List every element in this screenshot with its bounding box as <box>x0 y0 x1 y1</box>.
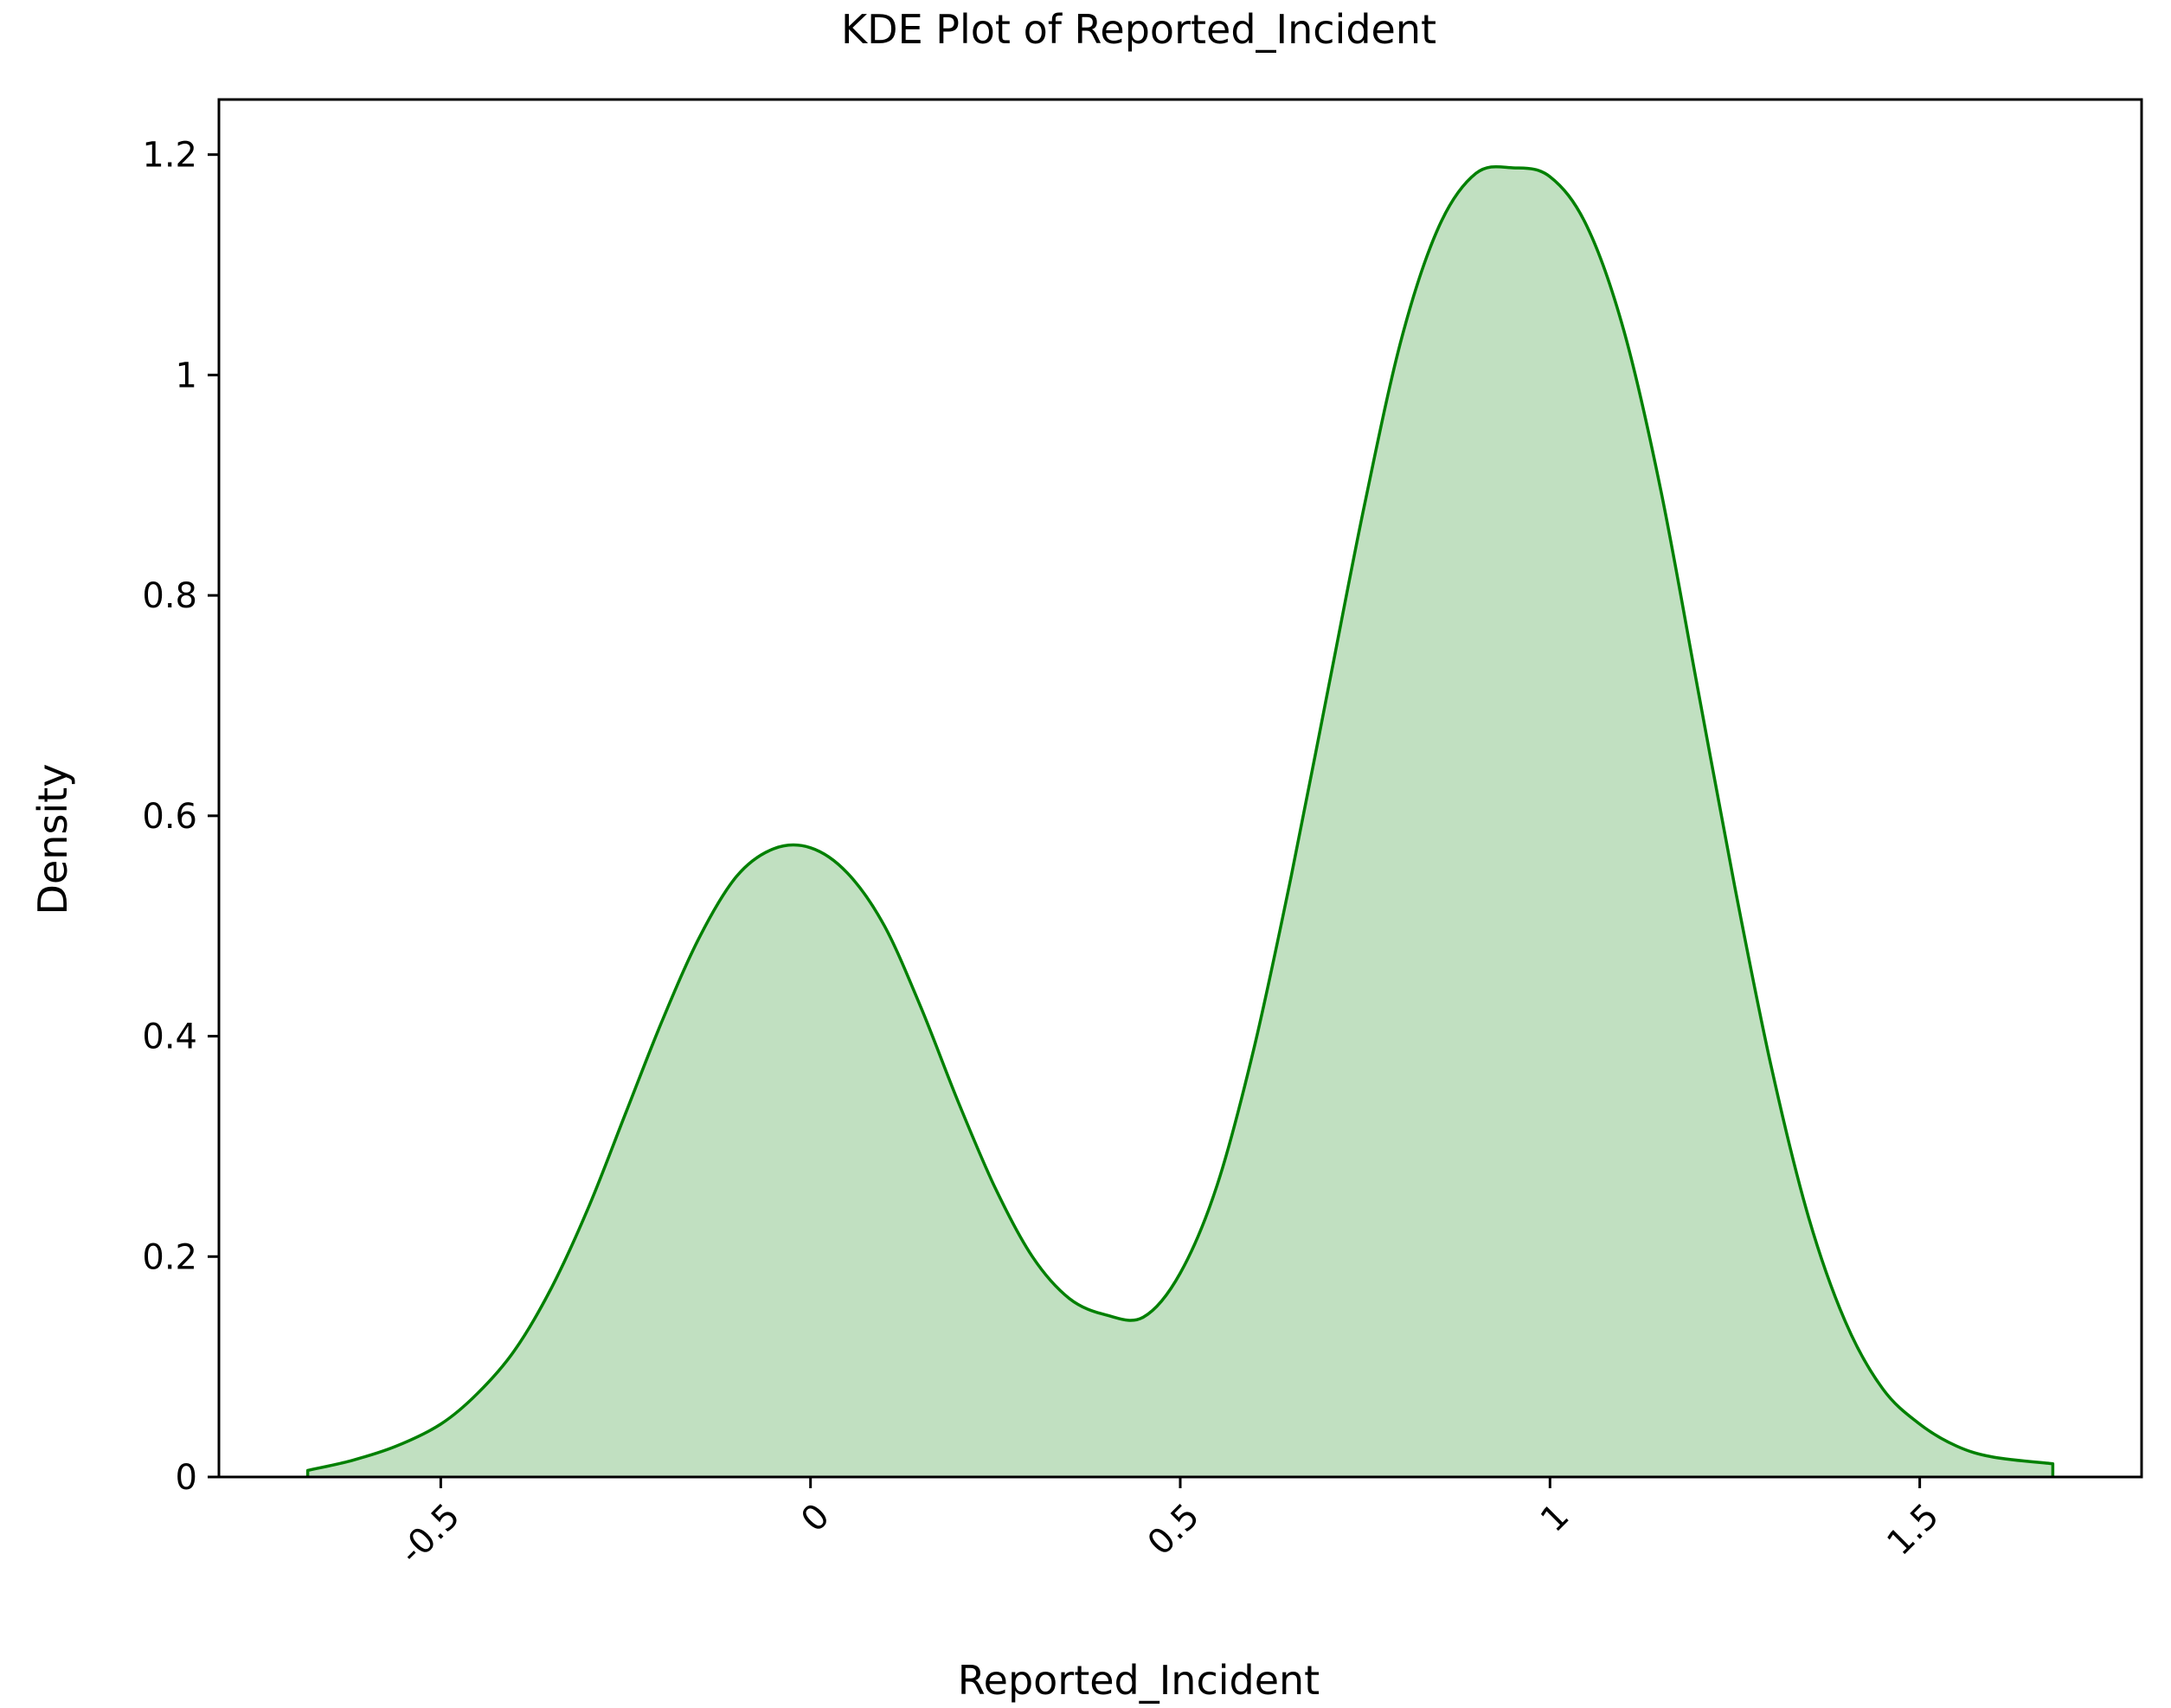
x-tick-label: -0.5 <box>392 1496 468 1572</box>
x-axis-label: Reported_Incident <box>958 1657 1320 1704</box>
y-tick-label: 1 <box>176 356 197 395</box>
x-tick-label: 0.5 <box>1140 1496 1208 1564</box>
x-axis: -0.5 0 0.5 1 1.5 <box>392 1477 1947 1572</box>
chart-title: KDE Plot of Reported_Incident <box>841 6 1436 53</box>
x-tick-label: 0 <box>793 1496 838 1540</box>
x-tick-label: 1.5 <box>1879 1496 1947 1564</box>
plot-area <box>305 164 2055 1478</box>
y-tick-label: 0.2 <box>142 1237 197 1277</box>
kde-curve-line <box>305 164 2055 1477</box>
kde-area-fill <box>307 166 2053 1478</box>
y-axis-label: Density <box>29 764 76 915</box>
y-tick-label: 0.4 <box>142 1018 197 1057</box>
y-tick-label: 1.2 <box>142 136 197 176</box>
x-tick-label: 1 <box>1533 1496 1577 1540</box>
y-tick-label: 0.8 <box>142 576 197 616</box>
y-tick-label: 0 <box>176 1458 197 1498</box>
y-tick-label: 0.6 <box>142 797 197 837</box>
y-axis: 0 0.2 0.4 0.6 0.8 1 1.2 <box>142 136 219 1498</box>
